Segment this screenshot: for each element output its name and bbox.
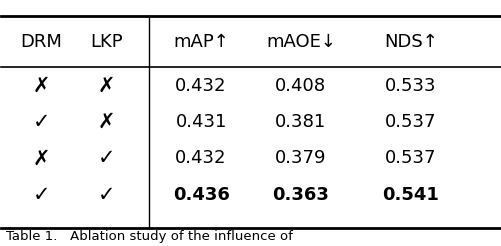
Text: 0.408: 0.408 [275,77,326,95]
Text: 0.533: 0.533 [384,77,436,95]
Text: 0.537: 0.537 [384,113,436,131]
Text: 0.363: 0.363 [272,185,329,203]
Text: Table 1.   Ablation study of the influence of: Table 1. Ablation study of the influence… [7,230,293,243]
Text: 0.379: 0.379 [275,149,326,167]
Text: ✗: ✗ [97,76,115,96]
Text: LKP: LKP [90,33,122,51]
Text: ✓: ✓ [97,184,115,205]
Text: NDS↑: NDS↑ [383,33,437,51]
Text: ✗: ✗ [97,112,115,132]
Text: 0.381: 0.381 [275,113,326,131]
Text: 0.431: 0.431 [175,113,226,131]
Text: 0.436: 0.436 [172,185,229,203]
Text: 0.432: 0.432 [175,77,226,95]
Text: ✓: ✓ [33,112,50,132]
Text: mAOE↓: mAOE↓ [266,33,335,51]
Text: ✓: ✓ [33,184,50,205]
Text: ✗: ✗ [33,148,50,168]
Text: ✗: ✗ [33,76,50,96]
Text: 0.541: 0.541 [382,185,438,203]
Text: 0.537: 0.537 [384,149,436,167]
Text: ✓: ✓ [97,148,115,168]
Text: mAP↑: mAP↑ [173,33,228,51]
Text: 0.432: 0.432 [175,149,226,167]
Text: DRM: DRM [21,33,62,51]
